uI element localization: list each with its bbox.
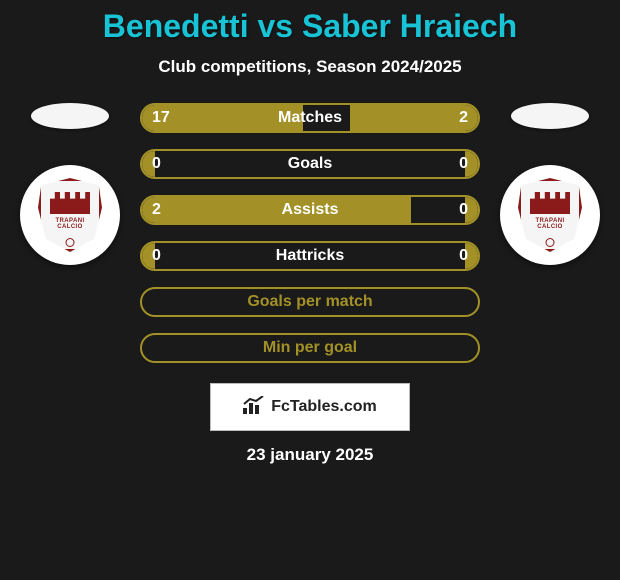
stat-value-left: 0 xyxy=(152,247,161,265)
date-label: 23 january 2025 xyxy=(0,445,620,465)
stat-value-left: 0 xyxy=(152,155,161,173)
stats-container: 17 2 Matches 0 0 Goals 2 0 Assists 0 0 Hattricks Goa… xyxy=(140,103,480,363)
club-badge-left: TRAPANI CALCIO xyxy=(20,165,120,265)
stat-label: Goals xyxy=(288,155,332,173)
stat-value-right: 0 xyxy=(459,247,468,265)
stat-label: Min per goal xyxy=(263,339,357,357)
stat-value-left: 2 xyxy=(152,201,161,219)
player-right: TRAPANI CALCIO xyxy=(500,103,600,265)
ball-icon xyxy=(546,238,555,247)
stat-value-right: 0 xyxy=(459,201,468,219)
watermark: FcTables.com xyxy=(210,383,410,431)
stat-label: Goals per match xyxy=(247,293,372,311)
stat-fill-left xyxy=(142,197,411,223)
stat-row: Goals per match xyxy=(140,287,480,317)
club-name-left: TRAPANI CALCIO xyxy=(38,218,102,231)
club-shield-left: TRAPANI CALCIO xyxy=(38,178,102,252)
stat-row: 0 0 Goals xyxy=(140,149,480,179)
club-shield-right: TRAPANI CALCIO xyxy=(518,178,582,252)
club-badge-right: TRAPANI CALCIO xyxy=(500,165,600,265)
ball-icon xyxy=(66,238,75,247)
club-name-right: TRAPANI CALCIO xyxy=(518,218,582,231)
stat-row: Min per goal xyxy=(140,333,480,363)
stat-row: 2 0 Assists xyxy=(140,195,480,225)
flag-oval-right xyxy=(511,103,589,129)
stat-value-right: 2 xyxy=(459,109,468,127)
comparison-content: TRAPANI CALCIO TRAPANI CALCIO 17 2 Matches… xyxy=(0,103,620,363)
stat-label: Matches xyxy=(278,109,342,127)
stat-label: Assists xyxy=(282,201,339,219)
player-left: TRAPANI CALCIO xyxy=(20,103,120,265)
watermark-text: FcTables.com xyxy=(271,398,377,416)
stat-value-right: 0 xyxy=(459,155,468,173)
chart-icon xyxy=(243,396,265,419)
stat-label: Hattricks xyxy=(276,247,344,265)
stat-value-left: 17 xyxy=(152,109,170,127)
stat-row: 0 0 Hattricks xyxy=(140,241,480,271)
stat-row: 17 2 Matches xyxy=(140,103,480,133)
subtitle: Club competitions, Season 2024/2025 xyxy=(0,57,620,77)
page-title: Benedetti vs Saber Hraiech xyxy=(0,0,620,45)
flag-oval-left xyxy=(31,103,109,129)
